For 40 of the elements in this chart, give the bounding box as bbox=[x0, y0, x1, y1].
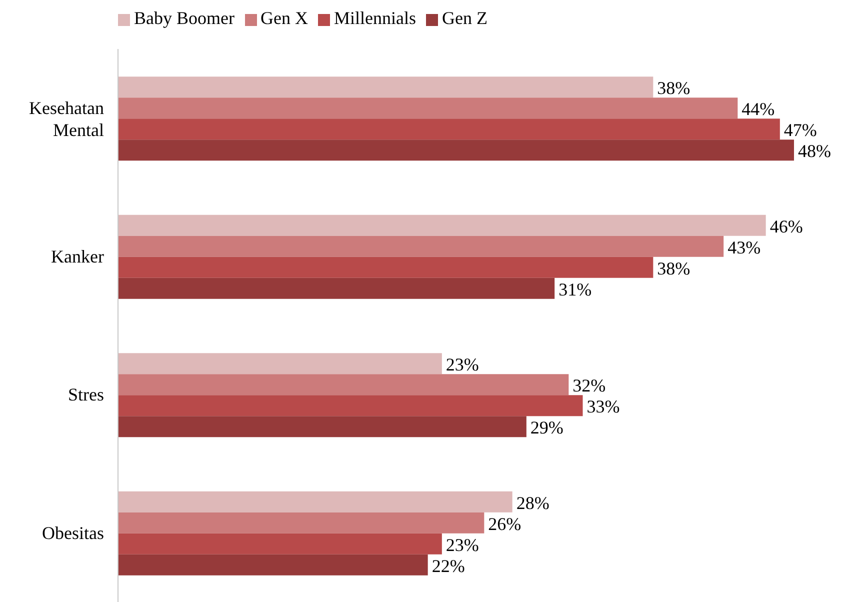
data-label: 23% bbox=[446, 534, 479, 555]
data-label: 32% bbox=[572, 376, 606, 396]
bar bbox=[118, 256, 654, 278]
bar bbox=[118, 236, 724, 257]
bar bbox=[118, 118, 780, 140]
data-label: 43% bbox=[728, 237, 761, 258]
data-label: 26% bbox=[488, 514, 522, 534]
bar bbox=[118, 140, 794, 161]
legend-label: Gen X bbox=[260, 8, 308, 28]
bar bbox=[118, 214, 766, 236]
bar bbox=[118, 395, 583, 416]
y-tick-label: Stres bbox=[68, 384, 104, 405]
data-label: 28% bbox=[516, 492, 550, 513]
bar bbox=[118, 554, 428, 576]
bar bbox=[118, 353, 442, 374]
data-label: 38% bbox=[657, 78, 690, 98]
y-tick-label: Obesitas bbox=[42, 522, 104, 543]
y-tick-label: Kanker bbox=[51, 246, 104, 266]
bar bbox=[118, 491, 512, 512]
legend-label: Gen Z bbox=[442, 8, 488, 28]
bar bbox=[118, 76, 654, 98]
data-label: 23% bbox=[446, 354, 479, 375]
data-label: 48% bbox=[798, 141, 831, 162]
bar bbox=[118, 374, 569, 396]
data-label: 44% bbox=[742, 99, 775, 120]
data-label: 29% bbox=[530, 418, 564, 438]
y-tick-label: Kesehatan Mental bbox=[29, 98, 104, 140]
legend-label: Baby Boomer bbox=[134, 8, 234, 28]
data-label: 22% bbox=[432, 556, 465, 576]
legend-label: Millennials bbox=[334, 8, 416, 28]
data-label: 31% bbox=[558, 279, 592, 300]
bar bbox=[118, 512, 484, 534]
bar bbox=[118, 98, 738, 119]
bar bbox=[118, 533, 442, 554]
bar bbox=[118, 416, 526, 438]
data-label: 46% bbox=[770, 216, 803, 236]
data-label: 33% bbox=[586, 396, 620, 417]
data-label: 38% bbox=[657, 258, 690, 278]
data-label: 47% bbox=[784, 120, 817, 140]
bar bbox=[118, 278, 555, 299]
